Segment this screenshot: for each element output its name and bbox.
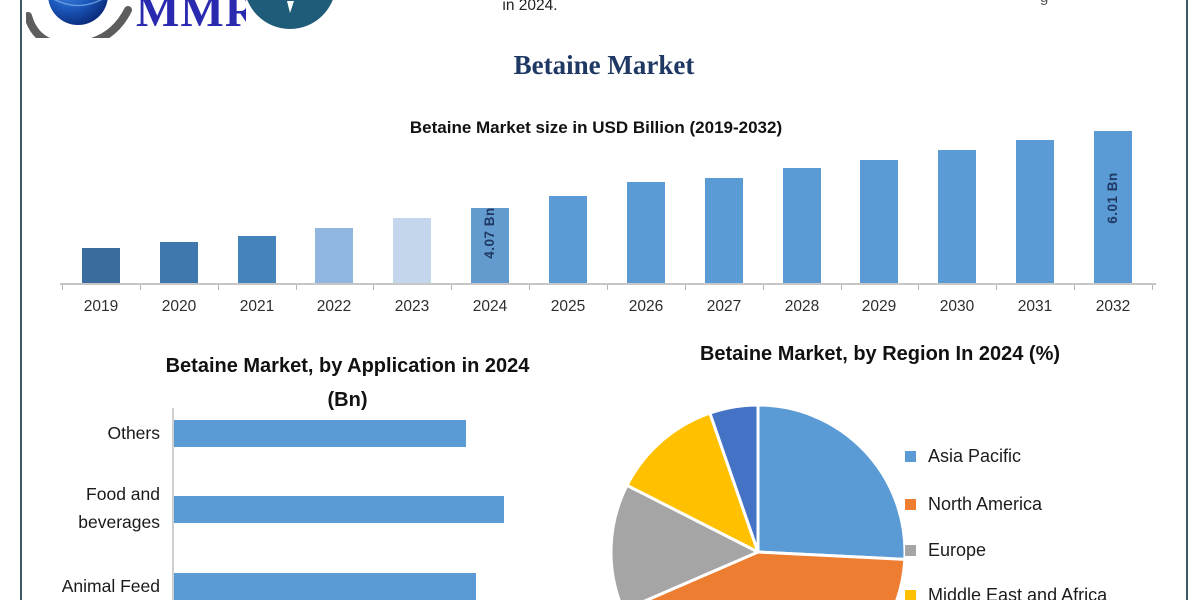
pie-slice-unlabeled xyxy=(708,403,760,554)
column-bar-2030 xyxy=(938,150,976,283)
legend-marker-icon xyxy=(905,450,916,462)
column-chart-title: Betaine Market size in USD Billion (2019… xyxy=(409,118,783,137)
region-chart-title: Betaine Market, by Region In 2024 (%) xyxy=(699,343,1061,365)
application-bar xyxy=(174,496,504,523)
column-bar-2027 xyxy=(705,178,743,283)
pie-slice-europe xyxy=(609,483,760,600)
teal-circle-shape xyxy=(247,0,333,29)
legend-label: North America xyxy=(928,493,1043,514)
teal-circle-icon xyxy=(247,0,333,29)
column-chart-x-axis xyxy=(60,283,1156,285)
column-bar-2031 xyxy=(1016,140,1054,283)
x-axis-tick xyxy=(451,285,452,290)
x-axis-tick xyxy=(140,285,141,290)
x-axis-tick xyxy=(841,285,842,290)
column-bar-2020 xyxy=(160,242,198,283)
x-axis-tick xyxy=(1074,285,1075,290)
column-bar-2026 xyxy=(627,182,665,283)
legend-marker-icon xyxy=(905,498,916,510)
column-bar-2025 xyxy=(549,196,587,283)
column-bar-2019 xyxy=(82,248,120,283)
application-chart-title-line2: (Bn) xyxy=(327,389,368,411)
x-axis-tick xyxy=(685,285,686,290)
logo-swoosh-icon xyxy=(26,6,132,38)
x-axis-tick xyxy=(62,285,63,290)
legend-item-north-america: North America xyxy=(905,491,1042,517)
x-axis-label-2031: 2031 xyxy=(1017,298,1053,315)
column-bar-2021 xyxy=(238,236,276,283)
application-bar xyxy=(174,420,466,447)
x-axis-label-2026: 2026 xyxy=(628,298,664,315)
pie-slice-middle-east-and-africa xyxy=(625,411,760,554)
x-axis-label-2032: 2032 xyxy=(1095,298,1131,315)
legend-item-asia-pacific: Asia Pacific xyxy=(905,443,1021,469)
x-axis-label-2020: 2020 xyxy=(161,298,197,315)
column-bar-2024 xyxy=(471,208,509,283)
x-axis-tick xyxy=(996,285,997,290)
x-axis-label-2025: 2025 xyxy=(550,298,586,315)
logo-wordmark: MMR xyxy=(136,0,246,36)
legend-marker-icon xyxy=(905,544,916,556)
x-axis-tick xyxy=(218,285,219,290)
globe-meridian xyxy=(54,0,102,7)
legend-item-middle-east-and-africa: Middle East and Africa xyxy=(905,582,1107,600)
x-axis-label-2028: 2028 xyxy=(784,298,820,315)
card-border-right xyxy=(1186,0,1188,600)
header-text-fragment: in 2024. xyxy=(502,0,558,14)
x-axis-label-2021: 2021 xyxy=(239,298,275,315)
column-bar-2029 xyxy=(860,160,898,283)
application-bar xyxy=(174,573,476,600)
region-pie-chart xyxy=(609,403,907,600)
pie-slice-asia-pacific xyxy=(756,403,907,561)
column-bar-2023 xyxy=(393,218,431,283)
x-axis-tick xyxy=(373,285,374,290)
application-category-label: Animal Feed xyxy=(61,576,160,596)
application-chart-title: Betaine Market, by Application in 2024 (… xyxy=(20,349,675,417)
x-axis-label-2022: 2022 xyxy=(316,298,352,315)
pie-slice-north-america xyxy=(643,550,907,600)
x-axis-label-2029: 2029 xyxy=(861,298,897,315)
application-category-label: Food and beverages xyxy=(78,484,160,532)
x-axis-label-2024: 2024 xyxy=(472,298,508,315)
x-axis-tick xyxy=(1152,285,1153,290)
logo-globe-icon xyxy=(48,0,108,25)
x-axis-tick xyxy=(529,285,530,290)
legend-item-europe: Europe xyxy=(905,537,986,563)
x-axis-tick xyxy=(607,285,608,290)
column-bar-2032 xyxy=(1094,131,1132,283)
legend-label: Middle East and Africa xyxy=(928,584,1108,600)
top-right-text-fragment: g xyxy=(1040,0,1080,6)
application-category-label: Others xyxy=(107,423,160,443)
column-bar-2028 xyxy=(783,168,821,283)
x-axis-label-2023: 2023 xyxy=(394,298,430,315)
teal-circle-glyph xyxy=(287,1,294,13)
application-chart-y-axis xyxy=(172,408,174,600)
column-bar-2022 xyxy=(315,228,353,283)
mmr-logo: MMR xyxy=(26,0,246,38)
legend-marker-icon xyxy=(905,589,916,600)
application-chart-title-line1: Betaine Market, by Application in 2024 xyxy=(165,355,530,377)
bar-value-label-2024: 4.07 Bn xyxy=(482,207,497,259)
x-axis-tick xyxy=(918,285,919,290)
card-border-left xyxy=(20,0,22,600)
legend-label: Asia Pacific xyxy=(928,445,1022,466)
x-axis-label-2027: 2027 xyxy=(706,298,742,315)
bar-value-label-2032: 6.01 Bn xyxy=(1105,172,1120,224)
x-axis-label-2030: 2030 xyxy=(939,298,975,315)
x-axis-tick xyxy=(763,285,764,290)
x-axis-label-2019: 2019 xyxy=(83,298,119,315)
legend-label: Europe xyxy=(928,539,987,560)
page-title: Betaine Market xyxy=(513,50,695,80)
x-axis-tick xyxy=(296,285,297,290)
